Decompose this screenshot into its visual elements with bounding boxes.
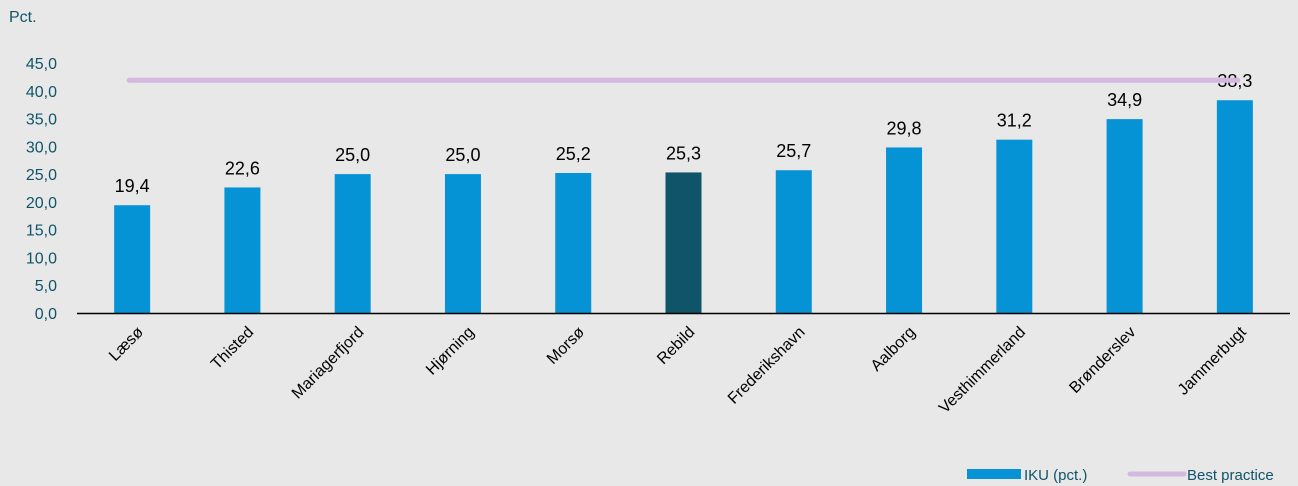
category-label: Vesthimmerland xyxy=(936,324,1029,417)
bar xyxy=(775,170,812,313)
category-label: Hjørning xyxy=(423,324,478,379)
legend-swatch-iku xyxy=(967,469,1021,479)
data-label: 25,7 xyxy=(776,141,811,161)
bar xyxy=(886,147,923,313)
category-label: Læsø xyxy=(106,324,147,365)
data-label: 25,3 xyxy=(666,143,701,163)
category-label: Morsø xyxy=(544,324,588,368)
y-axis: 0,0 5,0 10,0 15,0 20,0 25,0 30,0 35,0 40,0 45,0 xyxy=(26,56,57,323)
data-label: 29,8 xyxy=(887,118,922,138)
y-tick-label: 30,0 xyxy=(26,139,57,156)
y-tick-label: 25,0 xyxy=(26,167,57,184)
y-tick-label: 5,0 xyxy=(35,278,57,295)
bar xyxy=(444,174,481,313)
x-axis-labels: Læsø Thisted Mariagerfjord Hjørning Morsø Reb… xyxy=(106,323,1250,417)
category-label: Frederikshavn xyxy=(725,324,809,408)
category-label: Rebild xyxy=(654,324,698,368)
bar xyxy=(1216,100,1253,313)
y-tick-label: 40,0 xyxy=(26,84,57,101)
category-label: Thisted xyxy=(208,324,257,373)
y-tick-label: 0,0 xyxy=(35,306,57,323)
bar xyxy=(996,139,1033,313)
data-label: 34,9 xyxy=(1107,90,1142,110)
data-label: 22,6 xyxy=(225,158,260,178)
bar xyxy=(334,174,371,313)
category-label: Brønderslev xyxy=(1066,324,1139,397)
y-tick-label: 15,0 xyxy=(26,223,57,240)
bar xyxy=(114,205,151,313)
bar xyxy=(555,173,592,313)
category-label: Jammerbugt xyxy=(1175,323,1250,398)
category-label: Mariagerfjord xyxy=(289,324,368,403)
category-label: Aalborg xyxy=(868,324,919,375)
legend: IKU (pct.) Best practice xyxy=(967,467,1274,484)
legend-label-iku: IKU (pct.) xyxy=(1024,467,1087,484)
y-tick-label: 10,0 xyxy=(26,250,57,267)
bars xyxy=(114,100,1253,313)
data-label: 25,2 xyxy=(556,144,591,164)
y-axis-unit-label: Pct. xyxy=(9,9,37,26)
y-tick-label: 45,0 xyxy=(26,56,57,73)
bar xyxy=(665,172,702,313)
data-label: 25,0 xyxy=(445,145,480,165)
bar xyxy=(1106,119,1143,313)
y-tick-label: 20,0 xyxy=(26,195,57,212)
data-label: 31,2 xyxy=(997,111,1032,131)
bar xyxy=(224,187,261,313)
legend-label-best-practice: Best practice xyxy=(1187,467,1274,484)
data-label: 25,0 xyxy=(335,145,370,165)
data-labels: 19,4 22,6 25,0 25,0 25,2 25,3 25,7 29,8 31,2 34,9… xyxy=(115,71,1253,196)
y-tick-label: 35,0 xyxy=(26,112,57,129)
data-label: 19,4 xyxy=(115,176,150,196)
